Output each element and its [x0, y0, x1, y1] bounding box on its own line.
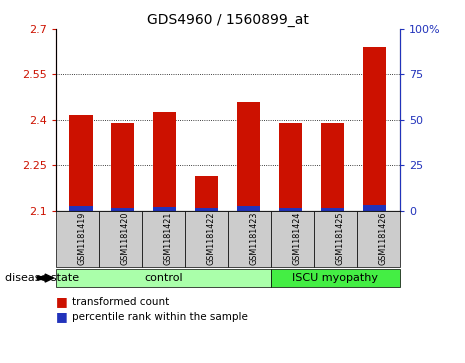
Bar — [321, 208, 344, 211]
Bar — [195, 208, 219, 211]
Text: ■: ■ — [56, 295, 67, 309]
Text: ■: ■ — [56, 310, 67, 323]
Text: transformed count: transformed count — [72, 297, 169, 307]
Text: ISCU myopathy: ISCU myopathy — [292, 273, 379, 283]
Text: percentile rank within the sample: percentile rank within the sample — [72, 311, 248, 322]
Bar — [321, 123, 344, 211]
Bar — [195, 176, 219, 211]
Text: GSM1181425: GSM1181425 — [335, 212, 345, 265]
Text: GSM1181423: GSM1181423 — [249, 212, 259, 265]
Bar — [279, 123, 302, 211]
Bar — [237, 102, 260, 211]
Bar — [363, 47, 386, 211]
Bar — [153, 112, 176, 211]
Bar — [153, 207, 176, 211]
Text: GSM1181424: GSM1181424 — [292, 212, 301, 265]
Bar — [279, 208, 302, 211]
Text: GSM1181426: GSM1181426 — [379, 212, 387, 265]
Bar — [69, 115, 93, 211]
Bar — [363, 205, 386, 211]
Title: GDS4960 / 1560899_at: GDS4960 / 1560899_at — [147, 13, 309, 26]
Text: GSM1181420: GSM1181420 — [120, 212, 129, 265]
Text: disease state: disease state — [5, 273, 79, 283]
Bar — [69, 206, 93, 211]
Bar — [112, 123, 134, 211]
Bar — [237, 206, 260, 211]
Bar — [112, 208, 134, 211]
Text: control: control — [144, 273, 183, 283]
Text: GSM1181422: GSM1181422 — [206, 212, 215, 265]
Text: GSM1181419: GSM1181419 — [77, 212, 86, 265]
Text: GSM1181421: GSM1181421 — [163, 212, 173, 265]
